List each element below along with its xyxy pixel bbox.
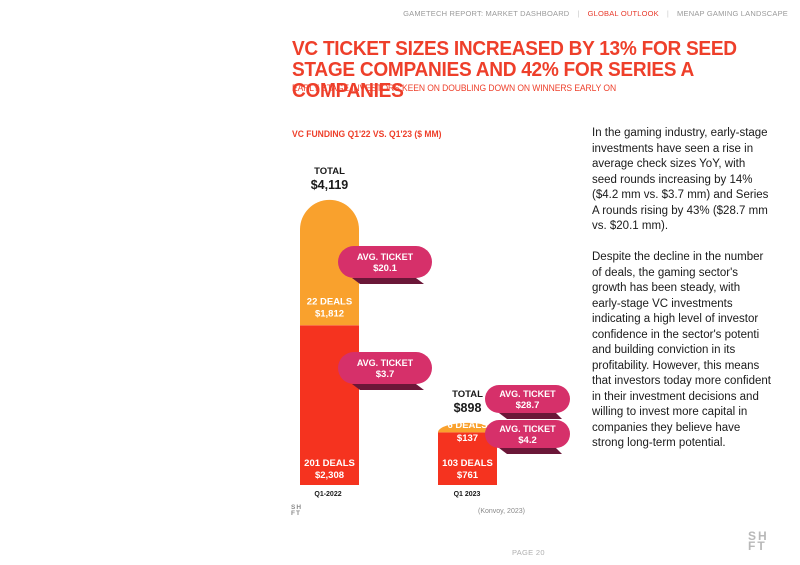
logo-top-line: SH — [748, 529, 769, 543]
x-tick-label: Q1 2023 — [454, 491, 481, 498]
body-paragraph-2: Despite the decline in the number of dea… — [592, 251, 771, 449]
series-a-value-label: $1,812 — [315, 308, 344, 319]
page-subheadline: EARLY STAGE INVESTORS KEEN ON DOUBLING D… — [292, 83, 617, 94]
nav-menap-link[interactable]: MENAP GAMING LANDSCAPE — [677, 9, 788, 18]
avg-ticket-badge-2023-seed-label: AVG. TICKET — [499, 424, 556, 434]
avg-ticket-badge-2022-series-a-shadow — [352, 278, 424, 284]
body-paragraph-1: In the gaming industry, early-stage inve… — [592, 127, 769, 232]
chart-title: VC FUNDING Q1'22 VS. Q1'23 ($ mm) — [292, 129, 442, 140]
nav-separator: | — [666, 9, 670, 18]
series-a-deals-label: 6 DEALS — [447, 420, 487, 431]
seed-deals-label: 103 DEALS — [442, 458, 493, 469]
avg-ticket-badge-2023-series-a-label: AVG. TICKET — [499, 389, 556, 399]
avg-ticket-badge-2023-series-a-pill — [485, 385, 570, 413]
logo-bottom-line: FT — [748, 539, 767, 553]
bar-seed-0 — [300, 325, 359, 485]
avg-ticket-badge-2023-series-a-shadow — [499, 413, 562, 419]
top-navigation: GAMETECH REPORT: MARKET DASHBOARD | GLOB… — [403, 9, 788, 18]
avg-ticket-badge-2023-seed-pill — [485, 420, 570, 448]
avg-ticket-badge-2022-series-a-value: $20.1 — [373, 263, 397, 274]
total-value: $4,119 — [311, 178, 349, 192]
avg-ticket-badge-2022-series-a-pill — [338, 246, 432, 278]
shift-logo-small: SH FT — [291, 504, 303, 517]
series-a-value-label: $137 — [457, 433, 478, 444]
source-citation: (Konvoy, 2023) — [478, 508, 525, 515]
seed-value-label: $2,308 — [315, 470, 344, 481]
series-a-deals-label: 22 DEALS — [307, 296, 352, 307]
nav-global-outlook-link[interactable]: GLOBAL OUTLOOK — [587, 9, 659, 18]
avg-ticket-badge-2023-seed-value: $4.2 — [518, 435, 537, 446]
avg-ticket-badge-2022-seed-shadow — [352, 384, 424, 390]
total-label: TOTAL — [452, 389, 483, 400]
total-label: TOTAL — [314, 166, 345, 177]
nav-separator: | — [577, 9, 580, 18]
x-tick-label: Q1-2022 — [314, 491, 341, 498]
body-text: In the gaming industry, early-stage inve… — [592, 126, 772, 467]
logo-top-line: SH — [291, 504, 303, 511]
total-value: $898 — [454, 401, 482, 415]
avg-ticket-badge-2022-series-a-label: AVG. TICKET — [357, 252, 414, 262]
shift-logo-large: SH FT — [748, 529, 769, 553]
page-number: PAGE 20 — [512, 548, 545, 557]
nav-report-link[interactable]: GAMETECH REPORT: MARKET DASHBOARD — [403, 9, 570, 18]
avg-ticket-badge-2022-seed-value: $3.7 — [376, 369, 395, 380]
seed-deals-label: 201 DEALS — [304, 458, 355, 469]
bar-series-a-1 — [438, 422, 497, 433]
avg-ticket-badge-2023-series-a-value: $28.7 — [516, 400, 540, 411]
page-headline: VC TICKET SIZES INCREASED BY 13% FOR SEE… — [292, 37, 737, 102]
avg-ticket-badge-2023-seed-shadow — [499, 448, 562, 454]
seed-value-label: $761 — [457, 470, 479, 481]
bar-series-a-0 — [300, 199, 359, 326]
logo-bottom-line: FT — [291, 510, 301, 517]
avg-ticket-badge-2022-seed-pill — [338, 352, 432, 384]
avg-ticket-badge-2022-seed-label: AVG. TICKET — [357, 358, 414, 368]
